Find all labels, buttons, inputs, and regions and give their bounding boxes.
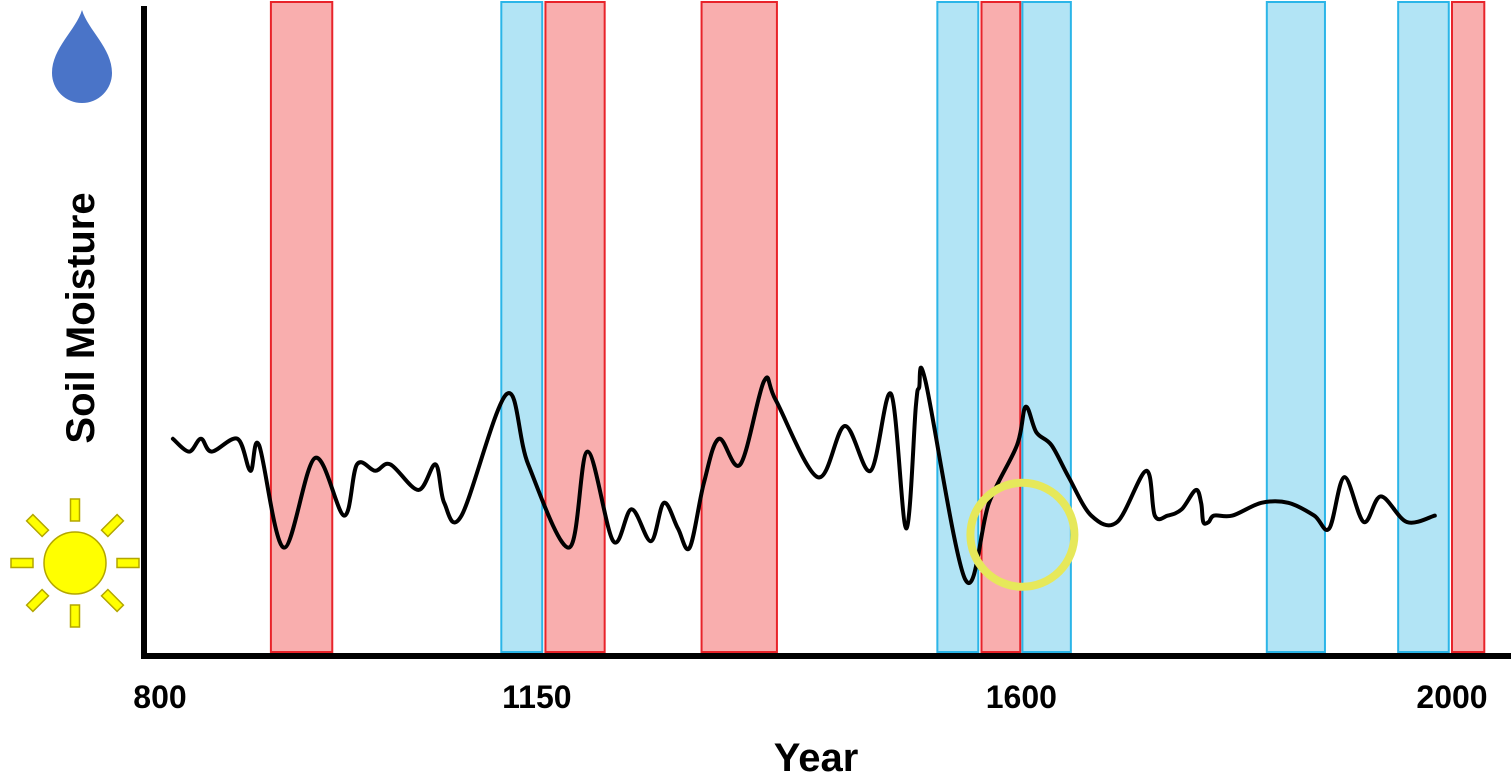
axes	[141, 6, 1511, 659]
wet-period-band	[500, 1, 544, 653]
highlight-layer	[966, 478, 1079, 591]
dry-period-band	[980, 1, 1022, 653]
x-tick-label: 2000	[1416, 679, 1487, 715]
x-axis-title: Year	[774, 736, 859, 774]
sun-ray	[69, 604, 81, 628]
soil-moisture-series	[170, 365, 1437, 585]
sun-ray	[100, 513, 125, 538]
wet-period-band	[1265, 1, 1326, 653]
sun-ray	[10, 557, 34, 569]
x-tick-label: 1150	[502, 679, 571, 715]
sun-icon	[10, 498, 140, 628]
dry-period-band	[700, 1, 778, 653]
sun-ray	[25, 588, 50, 613]
sun-ray	[25, 513, 50, 538]
x-tick-labels: 800 1150 1600 2000	[133, 679, 1487, 715]
wet-period-band	[1397, 1, 1450, 653]
dry-period-band	[544, 1, 606, 653]
sun-ray	[69, 498, 81, 522]
water-drop-icon	[52, 10, 112, 103]
soil-moisture-line	[170, 365, 1437, 585]
x-tick-label: 1600	[986, 679, 1057, 715]
sun-ray	[100, 588, 125, 613]
dry-period-band	[1451, 1, 1486, 653]
y-axis-title: Soil Moisture	[59, 192, 103, 443]
highlight-circle	[966, 478, 1079, 591]
wet-period-band	[1021, 1, 1072, 653]
wet-period-band	[936, 1, 980, 653]
sun-disc	[43, 531, 107, 595]
dry-period-band	[269, 1, 334, 653]
x-tick-label: 800	[133, 679, 186, 715]
sun-ray	[116, 557, 140, 569]
period-bands	[269, 1, 1486, 653]
